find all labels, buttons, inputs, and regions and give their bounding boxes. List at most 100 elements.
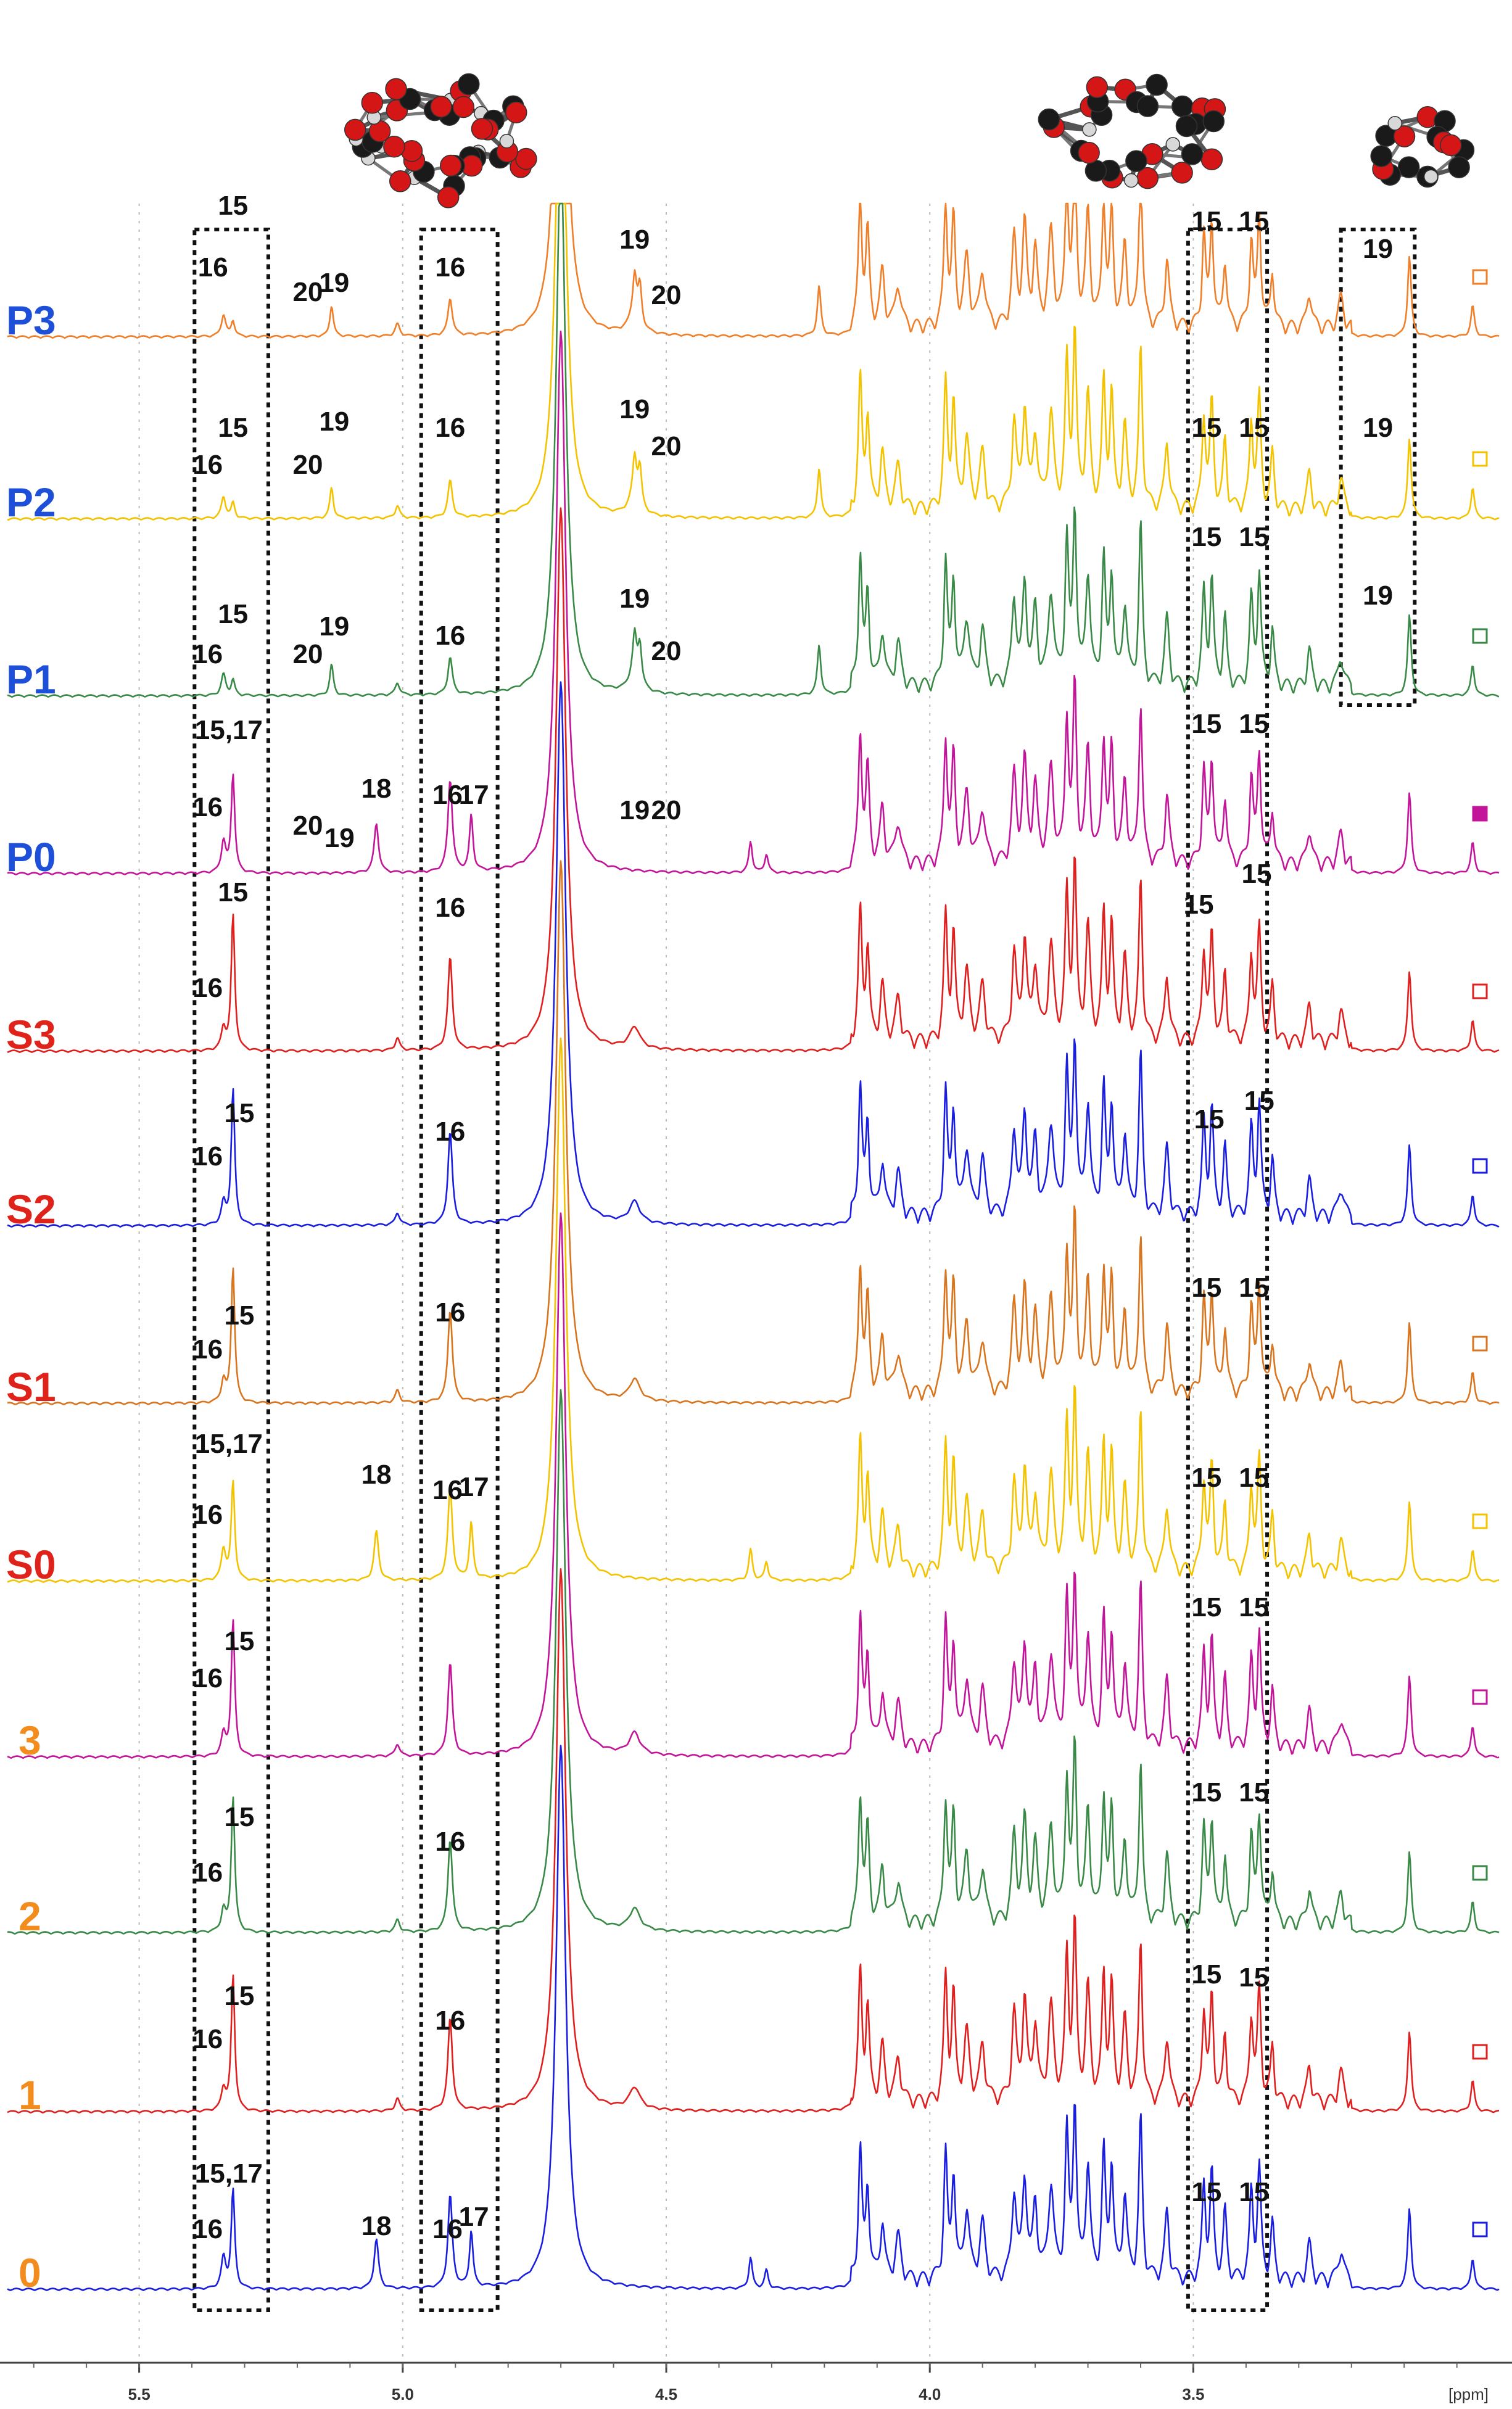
peak-label-16: 16 (435, 2006, 465, 2036)
peak-label-15: 15 (1184, 890, 1214, 920)
atom (1171, 162, 1193, 184)
x-tick-label: 3.5 (1182, 2385, 1204, 2403)
peak-label-15: 15 (1239, 413, 1269, 443)
atom (1146, 73, 1168, 96)
x-tick-label: 4.0 (919, 2385, 941, 2403)
legend-marker-P1 (1472, 628, 1488, 644)
molecular-structures (344, 73, 1475, 209)
peak-label-17: 17 (459, 1472, 489, 1502)
trace-label-S1: S1 (6, 1364, 56, 1410)
legend-marker-0 (1472, 2221, 1488, 2238)
highlight-box (1186, 228, 1270, 2312)
peak-label-16: 16 (192, 973, 223, 1003)
peak-label-16: 16 (435, 1297, 465, 1328)
peak-label-16: 16 (192, 2214, 223, 2244)
spectrum-trace-0 (7, 1745, 1500, 2291)
legend-marker-3 (1472, 1689, 1488, 1705)
peak-label-18: 18 (361, 774, 392, 804)
highlight-box (419, 228, 500, 2312)
peak-label-15: 15 (1239, 1463, 1269, 1493)
atom (1202, 110, 1225, 133)
peak-label-15: 15 (224, 1981, 254, 2011)
legend-marker-2 (1472, 1865, 1488, 1881)
x-axis: 5.5 5.0 4.5 4.0 3.5 [ppm] (0, 2361, 1512, 2403)
peak-label-19: 19 (319, 268, 349, 298)
peak-label-16: 16 (192, 1663, 223, 1693)
trace-label-0: 0 (19, 2250, 41, 2295)
atom (1078, 141, 1100, 164)
peak-label-15: 15 (1191, 1273, 1221, 1303)
peak-label-19: 19 (1363, 413, 1393, 443)
peak-label-19: 19 (619, 394, 650, 424)
trace-labels: P3 P2 P1 P0 S3 S2 S1 S0 3 2 1 0 (6, 297, 56, 2295)
highlight-box (1339, 228, 1417, 707)
atom (361, 91, 384, 114)
atom (499, 134, 514, 149)
highlight-box (192, 228, 270, 2312)
spectra-traces (7, 202, 1500, 2291)
atom (1171, 95, 1194, 118)
peak-label-15: 15 (1191, 522, 1221, 552)
peak-label-20: 20 (651, 280, 682, 310)
atom (1082, 122, 1097, 137)
atom (1370, 145, 1392, 167)
peak-label-18: 18 (361, 1460, 392, 1490)
legend-marker-P2 (1472, 451, 1488, 467)
atom (458, 73, 480, 96)
peak-label-15: 15 (1239, 2177, 1269, 2207)
peak-label-17: 17 (459, 780, 489, 810)
atom (1175, 115, 1198, 138)
atom (1136, 95, 1159, 117)
atom (437, 186, 460, 209)
peak-label-15: 15 (1191, 1777, 1221, 1808)
peak-label-16: 16 (432, 780, 463, 810)
large-oligosaccharide-molecule-icon (344, 73, 537, 209)
peak-label-19: 19 (619, 584, 650, 614)
trace-label-S2: S2 (6, 1186, 56, 1232)
peak-label-16: 16 (192, 450, 223, 480)
peak-label-15: 15 (1239, 709, 1269, 739)
trace-label-S3: S3 (6, 1012, 56, 1057)
trace-label-1: 1 (19, 2072, 41, 2118)
atom (1165, 137, 1181, 152)
spectrum-trace-S2 (7, 681, 1500, 1228)
x-axis-unit: [ppm] (1448, 2385, 1489, 2403)
legend-marker-S1 (1472, 1336, 1488, 1352)
spectrum-trace-S3 (7, 507, 1500, 1053)
peak-label-19: 19 (1363, 581, 1393, 611)
peak-label-15: 15 (224, 1626, 254, 1656)
peak-label-15: 15 (218, 413, 248, 443)
peak-label-16: 16 (192, 1334, 223, 1365)
peak-label-15: 15 (1191, 1959, 1221, 1990)
legend-marker-P0 (1472, 806, 1488, 822)
spectrum-trace-1 (7, 1568, 1500, 2114)
peak-label-15: 15 (1239, 1273, 1269, 1303)
peak-label-20: 20 (293, 811, 323, 841)
peak-label-16: 16 (435, 621, 465, 651)
atom (1086, 76, 1109, 99)
atom (505, 101, 527, 123)
trace-label-P3: P3 (6, 297, 56, 343)
peak-label-16: 16 (435, 252, 465, 283)
atom (389, 170, 411, 192)
spectrum-trace-P1 (7, 202, 1500, 698)
peak-label-19: 19 (619, 795, 650, 825)
trace-label-P0: P0 (6, 834, 56, 880)
peak-label-16: 16 (192, 639, 223, 669)
peak-label-19: 19 (324, 823, 355, 853)
peak-label-20: 20 (651, 795, 682, 825)
dashed-highlight-boxes (192, 228, 1417, 2312)
peak-label-15: 15 (1239, 1962, 1269, 1993)
peak-label-15: 15 (218, 877, 248, 907)
atom (1181, 143, 1204, 165)
peak-label-17: 17 (459, 2202, 489, 2232)
atom (1387, 116, 1402, 131)
trace-label-P2: P2 (6, 479, 56, 525)
peak-label-15: 15 (1241, 859, 1271, 889)
peak-label-16: 16 (192, 1141, 223, 1171)
atom (1123, 173, 1139, 188)
atom (515, 147, 537, 170)
atom (439, 154, 462, 177)
